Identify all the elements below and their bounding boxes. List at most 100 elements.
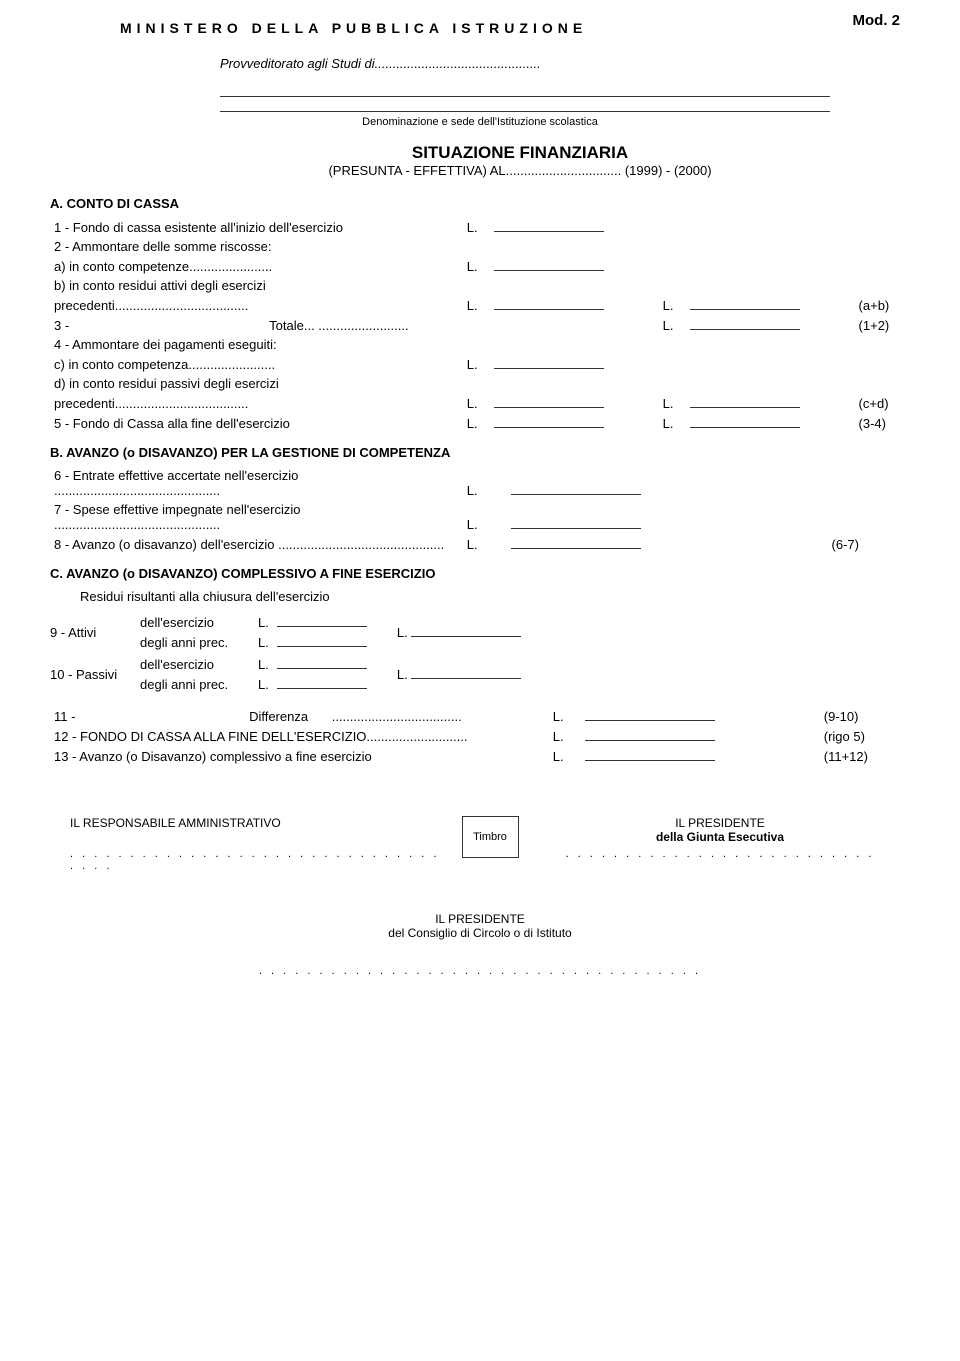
l-label: L. (659, 295, 686, 315)
field[interactable] (585, 708, 715, 721)
anni-label: degli anni prec. (140, 677, 250, 692)
field[interactable] (277, 614, 367, 627)
l-label: L. (258, 657, 269, 672)
resp-dots: . . . . . . . . . . . . . . . . . . . . … (70, 848, 450, 872)
l-label: L. (463, 413, 490, 433)
signature-row: IL RESPONSABILE AMMINISTRATIVO . . . . .… (50, 816, 910, 872)
field[interactable] (511, 482, 641, 495)
l-label: L. (463, 466, 507, 500)
note-34: (3-4) (855, 413, 910, 433)
l-label: L. (659, 393, 686, 413)
eserc-label: dell'esercizio (140, 657, 250, 672)
timbro-box: Timbro (462, 816, 519, 858)
signature-center: IL PRESIDENTE del Consiglio di Circolo o… (50, 912, 910, 977)
row-2b: b) in conto residui attivi degli eserciz… (50, 276, 463, 295)
row-4d2: precedenti..............................… (50, 393, 463, 413)
field[interactable] (411, 624, 521, 637)
mod-label: Mod. 2 (853, 12, 901, 29)
field[interactable] (511, 516, 641, 529)
pres-label: IL PRESIDENTE (530, 816, 910, 830)
field[interactable] (690, 317, 800, 330)
section-b-table: 6 - Entrate effettive accertate nell'ese… (50, 466, 910, 554)
l-label: L. (463, 500, 507, 534)
field[interactable] (277, 676, 367, 689)
field[interactable] (494, 356, 604, 369)
field[interactable] (494, 395, 604, 408)
cons-label: del Consiglio di Circolo o di Istituto (50, 926, 910, 940)
row-11: 11 - Differenza ........................… (50, 706, 549, 726)
provveditorato: Provveditorato agli Studi di............… (220, 56, 910, 71)
l-label: L. (258, 615, 269, 630)
row-4c: c) in conto competenza..................… (50, 354, 463, 374)
ministry-title: MINISTERO DELLA PUBBLICA ISTRUZIONE (120, 20, 910, 36)
residui-label: Residui risultanti alla chiusura dell'es… (80, 589, 910, 604)
resp-label: IL RESPONSABILE AMMINISTRATIVO (70, 816, 450, 830)
row-7: 7 - Spese effettive impegnate nell'eserc… (50, 500, 463, 534)
row-13: 13 - Avanzo (o Disavanzo) complessivo a … (50, 746, 549, 766)
field[interactable] (585, 748, 715, 761)
section-a-title: A. CONTO DI CASSA (50, 196, 910, 211)
note-67: (6-7) (828, 534, 910, 554)
cons-dots: . . . . . . . . . . . . . . . . . . . . … (50, 965, 910, 977)
section-a-table: 1 - Fondo di cassa esistente all'inizio … (50, 217, 910, 433)
l-label: L. (463, 217, 490, 237)
row-4: 4 - Ammontare dei pagamenti eseguiti: (50, 335, 463, 354)
field[interactable] (511, 536, 641, 549)
note-rigo5: (rigo 5) (820, 726, 910, 746)
note-12: (1+2) (855, 315, 910, 335)
row-10: 10 - Passivi (50, 667, 140, 682)
row-2a: a) in conto competenze..................… (50, 256, 463, 276)
field[interactable] (690, 395, 800, 408)
field[interactable] (277, 634, 367, 647)
l-label: L. (397, 625, 408, 640)
section-c-table: 11 - Differenza ........................… (50, 706, 910, 766)
l-label: L. (397, 667, 408, 682)
eserc-label: dell'esercizio (140, 615, 250, 630)
pres-dots: . . . . . . . . . . . . . . . . . . . . … (530, 848, 910, 860)
note-910: (9-10) (820, 706, 910, 726)
field[interactable] (494, 258, 604, 271)
l-label: L. (463, 295, 490, 315)
field[interactable] (494, 415, 604, 428)
institution-caption: Denominazione e sede dell'Istituzione sc… (50, 116, 910, 128)
row-12: 12 - FONDO DI CASSA ALLA FINE DELL'ESERC… (50, 726, 549, 746)
section-c-title: C. AVANZO (o DISAVANZO) COMPLESSIVO A FI… (50, 566, 910, 581)
row-6: 6 - Entrate effettive accertate nell'ese… (50, 466, 463, 500)
l-label: L. (659, 315, 686, 335)
field[interactable] (690, 297, 800, 310)
l-label: L. (463, 393, 490, 413)
anni-label: degli anni prec. (140, 635, 250, 650)
note-ab: (a+b) (855, 295, 910, 315)
row-3: 3 -Totale... ......................... (50, 315, 463, 335)
row-2: 2 - Ammontare delle somme riscosse: (50, 237, 463, 256)
note-cd: (c+d) (855, 393, 910, 413)
giunta-label: della Giunta Esecutiva (530, 830, 910, 844)
l-label: L. (258, 635, 269, 650)
row-2b2: precedenti..............................… (50, 295, 463, 315)
note-1112: (11+12) (820, 746, 910, 766)
row-9-group: 9 - Attivi dell'esercizio L. degli anni … (50, 614, 910, 650)
institution-line (220, 96, 830, 112)
row-5: 5 - Fondo di Cassa alla fine dell'eserci… (50, 413, 463, 433)
field[interactable] (277, 656, 367, 669)
row-9: 9 - Attivi (50, 625, 140, 640)
section-b-title: B. AVANZO (o DISAVANZO) PER LA GESTIONE … (50, 445, 910, 460)
l-label: L. (463, 354, 490, 374)
row-1: 1 - Fondo di cassa esistente all'inizio … (50, 217, 463, 237)
field[interactable] (585, 728, 715, 741)
field[interactable] (494, 219, 604, 232)
pres2-label: IL PRESIDENTE (50, 912, 910, 926)
field[interactable] (494, 297, 604, 310)
field[interactable] (690, 415, 800, 428)
main-title: SITUAZIONE FINANZIARIA (130, 143, 910, 163)
l-label: L. (549, 706, 582, 726)
l-label: L. (659, 413, 686, 433)
field[interactable] (411, 666, 521, 679)
l-label: L. (549, 746, 582, 766)
row-8: 8 - Avanzo (o disavanzo) dell'esercizio … (50, 534, 463, 554)
l-label: L. (258, 677, 269, 692)
sub-title: (PRESUNTA - EFFETTIVA) AL...............… (130, 163, 910, 178)
l-label: L. (549, 726, 582, 746)
row-10-group: 10 - Passivi dell'esercizio L. degli ann… (50, 656, 910, 692)
l-label: L. (463, 256, 490, 276)
